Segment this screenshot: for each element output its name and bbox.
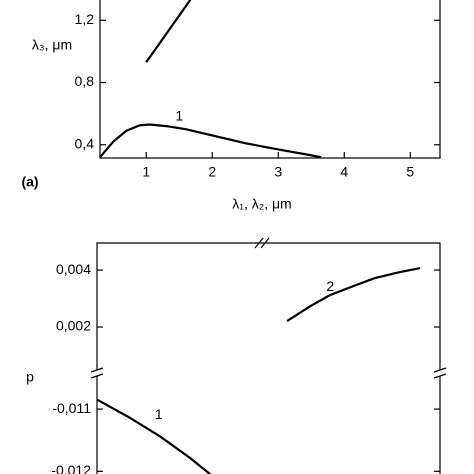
y-tick-label: 0,002 xyxy=(56,318,91,334)
curve xyxy=(145,0,192,63)
x-tick-label: 4 xyxy=(340,164,348,180)
y-tick-label: 0,004 xyxy=(56,261,91,277)
y-tick-label: 0,8 xyxy=(75,73,95,89)
x-tick-label: 5 xyxy=(406,164,414,180)
curve-label: 2 xyxy=(326,278,334,294)
y-axis-label: λ₃, μm xyxy=(32,37,72,53)
x-tick-label: 2 xyxy=(208,164,216,180)
x-axis-label: λ₁, λ₂, μm xyxy=(232,196,291,212)
x-tick-label: 3 xyxy=(274,164,282,180)
axis-breaks xyxy=(90,237,447,379)
plot-frame xyxy=(99,0,441,159)
curve xyxy=(99,123,322,159)
curve xyxy=(96,398,212,474)
y-tick-label: 1,2 xyxy=(75,11,95,27)
y-tick-label: -0,011 xyxy=(52,400,91,416)
curve-label: 1 xyxy=(155,406,163,422)
curve-label: 1 xyxy=(175,107,183,123)
y-tick-label: 0,4 xyxy=(75,135,95,151)
y-axis-label: p xyxy=(26,369,34,385)
panel-label: (a) xyxy=(21,174,38,190)
plot-frame xyxy=(96,242,441,474)
x-tick-label: 1 xyxy=(142,164,150,180)
y-tick-label: -0,012 xyxy=(51,462,91,474)
curve xyxy=(286,266,421,322)
